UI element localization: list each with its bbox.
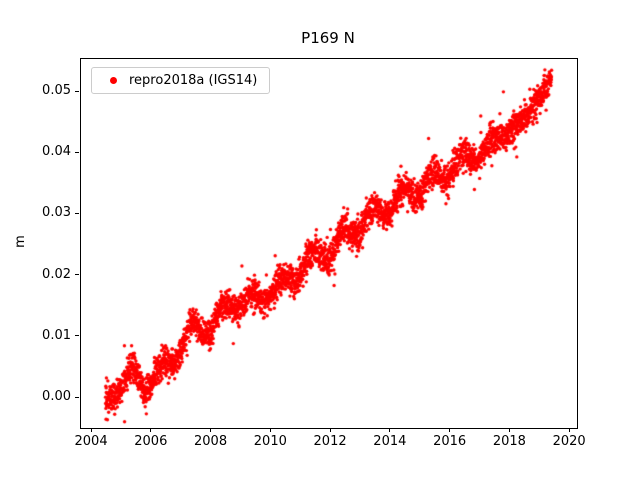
y-tick-mark [75,212,79,214]
y-tick-mark [75,151,79,153]
y-tick-mark [75,396,79,398]
y-tick-mark [75,90,79,92]
x-tick-mark [269,428,271,432]
x-tick-mark [389,428,391,432]
y-tick-label: 0.04 [42,144,71,160]
x-tick-label: 2012 [313,434,347,449]
y-tick-label: 0.00 [42,389,71,404]
x-tick-label: 2014 [373,434,407,449]
x-tick-label: 2020 [552,434,586,449]
y-tick-label: 0.02 [42,266,71,282]
plot-title: P169 N [301,29,355,47]
legend-marker-dot-icon [110,77,117,84]
x-tick-label: 2018 [492,434,526,449]
y-tick-mark [75,335,79,337]
x-tick-mark [449,428,451,432]
x-tick-mark [150,428,152,432]
x-tick-label: 2010 [253,434,287,449]
y-tick-label: 0.01 [42,327,71,343]
x-tick-mark [210,428,212,432]
x-tick-label: 2004 [74,434,108,449]
y-tick-label: 0.05 [42,83,71,99]
y-axis-label: m [12,235,28,248]
scatter-points-canvas [81,59,577,428]
plot-area: repro2018a (IGS14) [80,58,578,429]
x-tick-mark [329,428,331,432]
x-tick-label: 2006 [134,434,168,449]
x-tick-mark [568,428,570,432]
y-tick-mark [75,274,79,276]
x-tick-mark [508,428,510,432]
y-tick-label: 0.03 [42,205,71,221]
x-tick-label: 2008 [194,434,228,449]
legend-label: repro2018a (IGS14) [129,73,258,88]
x-tick-mark [90,428,92,432]
legend: repro2018a (IGS14) [91,67,271,94]
x-tick-label: 2016 [433,434,467,449]
